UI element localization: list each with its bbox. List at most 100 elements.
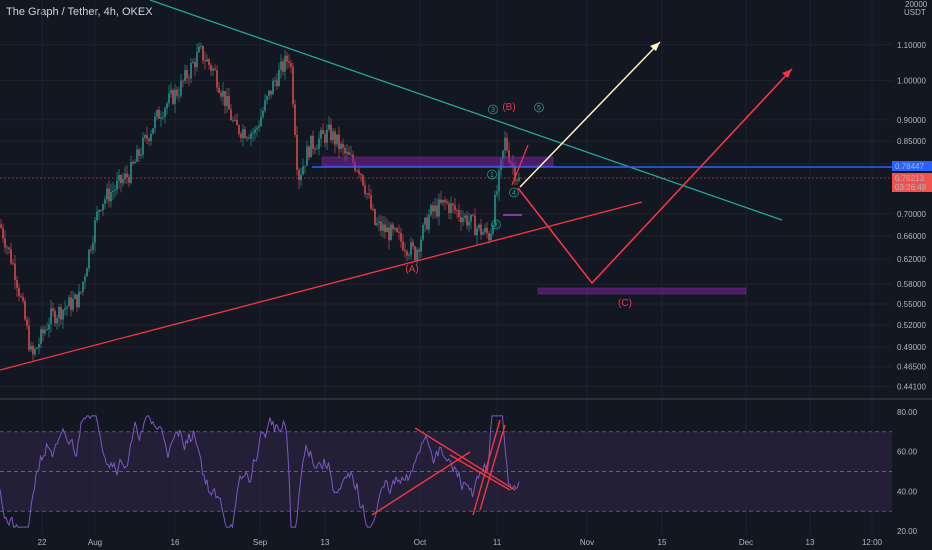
candle-body xyxy=(472,214,474,216)
candle-body xyxy=(338,134,340,150)
candle-body xyxy=(96,211,98,221)
candle-body xyxy=(286,55,288,62)
candle-body xyxy=(464,215,466,219)
candle-body xyxy=(518,177,520,181)
price-tick-label: 0.70000 xyxy=(897,210,926,219)
candle-body xyxy=(440,199,442,203)
candle-body xyxy=(186,70,188,78)
price-tick-label: 0.55000 xyxy=(897,300,926,309)
rsi-trendline xyxy=(414,427,516,491)
candle-body xyxy=(292,66,294,105)
candle-body xyxy=(358,170,360,174)
candle-body xyxy=(206,59,208,62)
candle-body xyxy=(6,247,8,249)
candle-body xyxy=(44,329,46,334)
candle-body xyxy=(108,188,110,202)
candle-body xyxy=(182,80,184,82)
candle-body xyxy=(506,137,508,151)
candle-body xyxy=(40,329,42,344)
wave-label: (B) xyxy=(502,102,515,113)
candle-body xyxy=(56,318,58,324)
candle-body xyxy=(218,87,220,93)
candle-body xyxy=(18,287,20,297)
candle-body xyxy=(116,180,118,190)
time-axis[interactable]: 22 Aug 16 Sep 13 Oct 11 Nov 15 Dec 13 12:00 xyxy=(38,538,883,547)
wave-number: 1 xyxy=(490,172,494,179)
wave-number: 5 xyxy=(537,105,541,112)
candle-body xyxy=(196,52,198,68)
candle-body xyxy=(10,249,12,264)
candle-body xyxy=(212,68,214,71)
candle-body xyxy=(248,137,250,139)
arrow-head xyxy=(782,69,792,78)
price-tick-label: 0.62000 xyxy=(897,255,926,264)
candle-body xyxy=(430,205,432,215)
candle-body xyxy=(486,228,488,234)
candle-body xyxy=(366,193,368,195)
candle-body xyxy=(496,191,498,195)
candle-body xyxy=(236,119,238,126)
candle-body xyxy=(190,63,192,79)
candle-body xyxy=(222,90,224,97)
time-tick-label: 16 xyxy=(171,538,180,547)
candle-body xyxy=(12,263,14,265)
candle-body xyxy=(50,308,52,325)
price-tick-label: 0.44100 xyxy=(897,383,926,392)
wave-number: 4 xyxy=(512,190,516,197)
level-price-tag: 0.78447 xyxy=(895,162,924,171)
candle-body xyxy=(228,96,230,110)
candle-body xyxy=(66,306,68,309)
candle-body xyxy=(438,199,440,217)
candle-body xyxy=(296,134,298,170)
candle-body xyxy=(314,148,316,150)
candle-body xyxy=(152,128,154,134)
candle-body xyxy=(252,132,254,134)
candle-body xyxy=(2,227,4,239)
candle-body xyxy=(254,129,256,133)
time-tick-label: 22 xyxy=(38,538,47,547)
candle-body xyxy=(378,221,380,224)
price-axis[interactable]: 1.100001.000000.900000.850000.800000.700… xyxy=(892,0,932,392)
candle-body xyxy=(244,129,246,139)
candle-body xyxy=(84,276,86,282)
candle-body xyxy=(490,233,492,241)
candle-body xyxy=(384,224,386,233)
candle-body xyxy=(156,109,158,117)
candle-body xyxy=(38,343,40,348)
candle-body xyxy=(170,90,172,94)
candle-body xyxy=(0,224,2,228)
candle-body xyxy=(370,194,372,209)
candle-body xyxy=(468,221,470,226)
candle-body xyxy=(382,224,384,231)
candle-body xyxy=(326,129,328,143)
candle-body xyxy=(258,126,260,128)
candle-body xyxy=(42,329,44,334)
candle-body xyxy=(176,89,178,96)
candle-body xyxy=(220,92,222,97)
rsi-tick-label: 80.00 xyxy=(897,408,918,417)
candle-body xyxy=(322,130,324,134)
candle-body xyxy=(274,80,276,82)
candle-body xyxy=(124,173,126,180)
wave-label: (C) xyxy=(618,298,632,309)
price-unit-label: 20000 xyxy=(905,0,928,9)
candle-body xyxy=(436,205,438,217)
candle-body xyxy=(362,175,364,186)
candle-body xyxy=(330,124,332,141)
candle-body xyxy=(332,131,334,141)
candle-body xyxy=(142,137,144,155)
rsi-line xyxy=(0,415,520,529)
candle-body xyxy=(386,227,388,233)
candle-body xyxy=(474,215,476,236)
supply-zone xyxy=(321,156,554,167)
candle-body xyxy=(80,291,82,293)
candle-body xyxy=(364,185,366,194)
candle-body xyxy=(504,137,506,151)
candle-body xyxy=(72,298,74,310)
candle-body xyxy=(146,135,148,139)
wave-number-circle xyxy=(487,169,497,180)
time-tick-label: 15 xyxy=(658,538,667,547)
candle-body xyxy=(8,247,10,250)
candle-body xyxy=(192,61,194,64)
